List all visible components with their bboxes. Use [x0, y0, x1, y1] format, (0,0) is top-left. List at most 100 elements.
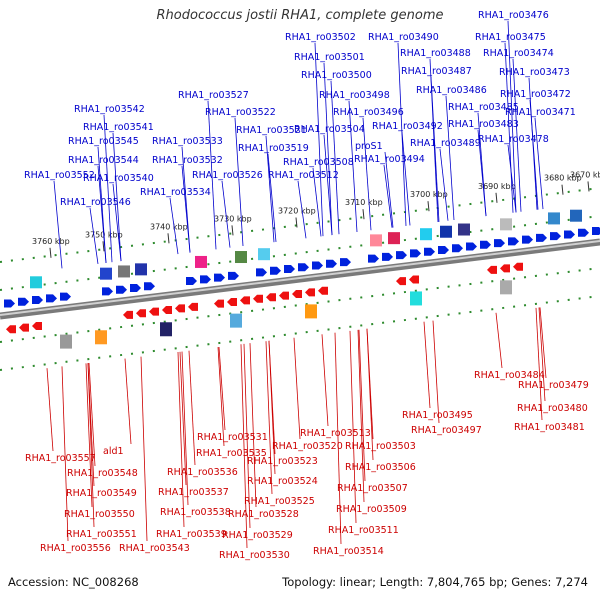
forward-gene-label[interactable]: RHA1_ro03490: [368, 32, 439, 43]
forward-gene-label[interactable]: RHA1_ro03486: [416, 85, 487, 96]
reverse-label-leader: [538, 307, 546, 402]
reverse-feature-block: [160, 322, 172, 337]
reverse-gene-arrow: [240, 296, 250, 305]
reverse-gene-label[interactable]: RHA1_ro03525: [244, 496, 315, 507]
forward-gene-label[interactable]: RHA1_ro03476: [478, 10, 549, 21]
forward-label-leader: [267, 153, 277, 242]
reverse-gene-label[interactable]: RHA1_ro03509: [336, 504, 407, 515]
forward-gene-label[interactable]: RHA1_ro03471: [505, 107, 576, 118]
forward-label-leader: [181, 165, 191, 253]
forward-gene-arrow: [32, 296, 43, 305]
reverse-gene-label[interactable]: RHA1_ro03543: [119, 543, 190, 554]
reverse-label-leader: [535, 307, 543, 421]
forward-gene-label[interactable]: RHA1_ro03526: [192, 170, 263, 181]
reverse-gene-label[interactable]: RHA1_ro03537: [158, 487, 229, 498]
forward-feature-block: [118, 265, 130, 278]
forward-gene-label[interactable]: RHA1_ro03546: [60, 197, 131, 208]
reverse-gene-label[interactable]: RHA1_ro03481: [514, 422, 585, 433]
reverse-gene-label[interactable]: RHA1_ro03480: [517, 403, 588, 414]
reverse-gene-label[interactable]: RHA1_ro03531: [197, 432, 268, 443]
forward-gene-label[interactable]: RHA1_ro03545: [68, 136, 139, 147]
reverse-feature-block: [500, 280, 512, 295]
reverse-gene-label[interactable]: RHA1_ro03507: [337, 483, 408, 494]
kbp-tick: [587, 181, 590, 192]
reverse-gene-label[interactable]: RHA1_ro03551: [66, 529, 137, 540]
forward-gene-label[interactable]: RHA1_ro03488: [400, 48, 471, 59]
forward-gene-label[interactable]: RHA1_ro03534: [140, 187, 211, 198]
forward-label-leader: [529, 99, 539, 210]
reverse-gene-label[interactable]: RHA1_ro03539: [156, 529, 227, 540]
forward-gene-label[interactable]: RHA1_ro03544: [68, 155, 139, 166]
forward-gene-label[interactable]: RHA1_ro03502: [285, 32, 356, 43]
forward-feature-block: [258, 248, 270, 261]
reverse-gene-label[interactable]: RHA1_ro03557: [25, 453, 96, 464]
forward-label-leader: [314, 42, 324, 237]
forward-gene-arrow: [564, 230, 575, 239]
reverse-gene-label[interactable]: RHA1_ro03535: [196, 448, 267, 459]
forward-gene-label[interactable]: RHA1_ro03501: [294, 52, 365, 63]
reverse-label-leader: [85, 363, 93, 508]
reverse-gene-label[interactable]: RHA1_ro03550: [64, 509, 135, 520]
forward-gene-label[interactable]: proS1: [355, 141, 383, 152]
forward-label-leader: [507, 144, 517, 213]
forward-feature-block: [548, 212, 560, 225]
forward-gene-label[interactable]: RHA1_ro03532: [152, 155, 223, 166]
reverse-gene-label[interactable]: RHA1_ro03530: [219, 550, 290, 561]
reverse-label-leader: [88, 363, 96, 467]
reverse-gene-arrow: [32, 322, 42, 331]
reverse-gene-label[interactable]: RHA1_ro03513: [300, 428, 371, 439]
forward-gene-label[interactable]: RHA1_ro03474: [483, 48, 554, 59]
reverse-gene-label[interactable]: ald1: [103, 446, 124, 457]
reverse-gene-label[interactable]: RHA1_ro03497: [411, 425, 482, 436]
reverse-gene-label[interactable]: RHA1_ro03503: [345, 441, 416, 452]
reverse-gene-label[interactable]: RHA1_ro03514: [313, 546, 384, 557]
reverse-gene-label[interactable]: RHA1_ro03524: [247, 476, 318, 487]
forward-label-leader: [401, 131, 411, 226]
reverse-gene-label[interactable]: RHA1_ro03520: [272, 441, 343, 452]
forward-gene-label[interactable]: RHA1_ro03492: [372, 121, 443, 132]
forward-gene-label[interactable]: RHA1_ro03512: [268, 170, 339, 181]
forward-gene-label[interactable]: RHA1_ro03472: [500, 89, 571, 100]
forward-gene-label[interactable]: RHA1_ro03483: [448, 119, 519, 130]
forward-gene-label[interactable]: RHA1_ro03504: [294, 124, 365, 135]
forward-gene-label[interactable]: RHA1_ro03552: [24, 170, 95, 181]
reverse-gene-label[interactable]: RHA1_ro03529: [222, 530, 293, 541]
reverse-gene-label[interactable]: RHA1_ro03495: [402, 410, 473, 421]
forward-gene-label[interactable]: RHA1_ro03498: [319, 90, 390, 101]
reverse-gene-label[interactable]: RHA1_ro03528: [228, 509, 299, 520]
forward-gene-label[interactable]: RHA1_ro03508: [283, 157, 354, 168]
reverse-gene-label[interactable]: RHA1_ro03548: [67, 468, 138, 479]
forward-gene-label[interactable]: RHA1_ro03533: [152, 136, 223, 147]
forward-gene-label[interactable]: RHA1_ro03485: [448, 102, 519, 113]
forward-gene-label[interactable]: RHA1_ro03478: [478, 134, 549, 145]
reverse-gene-label[interactable]: RHA1_ro03523: [247, 456, 318, 467]
forward-gene-label[interactable]: RHA1_ro03540: [83, 173, 154, 184]
reverse-gene-label[interactable]: RHA1_ro03538: [160, 507, 231, 518]
reverse-gene-label[interactable]: RHA1_ro03549: [66, 488, 137, 499]
forward-gene-label[interactable]: RHA1_ro03500: [301, 70, 372, 81]
forward-gene-arrow: [522, 235, 533, 244]
reverse-gene-label[interactable]: RHA1_ro03511: [328, 525, 399, 536]
forward-gene-label[interactable]: RHA1_ro03475: [475, 32, 546, 43]
reverse-gene-arrow: [6, 325, 16, 334]
forward-gene-label[interactable]: RHA1_ro03541: [83, 122, 154, 133]
reverse-gene-arrow: [305, 288, 315, 297]
forward-gene-label[interactable]: RHA1_ro03489: [410, 138, 481, 149]
reverse-gene-label[interactable]: RHA1_ro03506: [345, 462, 416, 473]
reverse-gene-label[interactable]: RHA1_ro03484: [474, 370, 545, 381]
forward-gene-label[interactable]: RHA1_ro03487: [401, 66, 472, 77]
reverse-gene-arrow: [149, 307, 159, 316]
reverse-gene-label[interactable]: RHA1_ro03536: [167, 467, 238, 478]
forward-gene-label[interactable]: RHA1_ro03527: [178, 90, 249, 101]
forward-gene-label[interactable]: RHA1_ro03521: [236, 125, 307, 136]
forward-gene-label[interactable]: RHA1_ro03522: [205, 107, 276, 118]
reverse-gene-label[interactable]: RHA1_ro03479: [518, 380, 589, 391]
forward-gene-label[interactable]: RHA1_ro03494: [354, 154, 425, 165]
forward-gene-label[interactable]: RHA1_ro03473: [499, 67, 570, 78]
forward-gene-label[interactable]: RHA1_ro03519: [238, 143, 309, 154]
forward-gene-label[interactable]: RHA1_ro03496: [333, 107, 404, 118]
forward-gene-label[interactable]: RHA1_ro03542: [74, 104, 145, 115]
genome-axis-highlight: [0, 240, 600, 316]
forward-label-leader: [103, 114, 113, 263]
reverse-gene-label[interactable]: RHA1_ro03556: [40, 543, 111, 554]
